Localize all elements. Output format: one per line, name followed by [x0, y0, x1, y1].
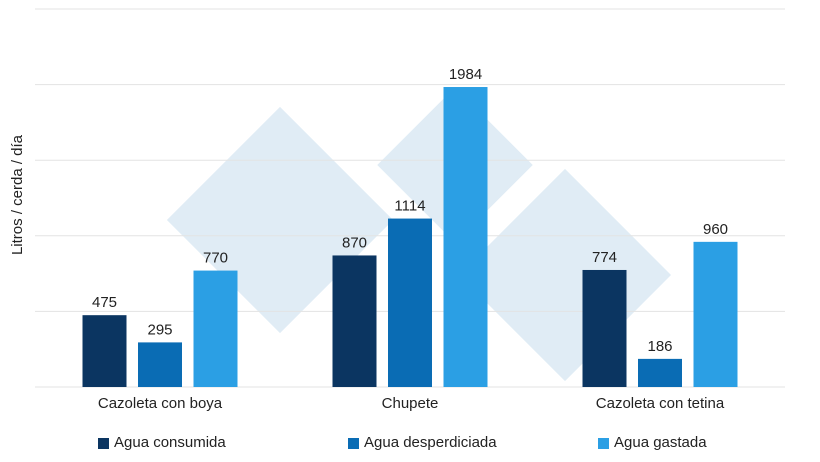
- value-label: 295: [147, 321, 172, 338]
- legend-swatch: [348, 438, 359, 449]
- bar: [582, 269, 627, 387]
- bar: [138, 342, 182, 387]
- x-tick-label: Chupete: [382, 395, 439, 412]
- value-label: 1114: [394, 198, 425, 215]
- y-axis-label: Litros / cerda / día: [9, 134, 26, 255]
- legend-label: Agua desperdiciada: [364, 434, 497, 451]
- x-tick-label: Cazoleta con tetina: [596, 395, 725, 412]
- legend-label: Agua gastada: [614, 434, 707, 451]
- legend-swatch: [98, 438, 109, 449]
- value-label: 770: [203, 250, 228, 267]
- value-label: 1984: [449, 66, 482, 83]
- bar: [443, 87, 488, 388]
- bar: [193, 270, 238, 387]
- legend-swatch: [598, 438, 609, 449]
- bar: [388, 218, 432, 387]
- x-tick-label: Cazoleta con boya: [98, 395, 223, 412]
- bar: [82, 315, 127, 387]
- legend-label: Agua consumida: [114, 434, 226, 451]
- bar: [332, 255, 377, 387]
- value-label: 774: [592, 249, 617, 266]
- bar: [638, 358, 682, 387]
- value-label: 870: [342, 234, 367, 251]
- value-label: 475: [92, 294, 117, 311]
- value-label: 186: [647, 338, 672, 355]
- bar: [693, 241, 738, 387]
- value-label: 960: [703, 221, 728, 238]
